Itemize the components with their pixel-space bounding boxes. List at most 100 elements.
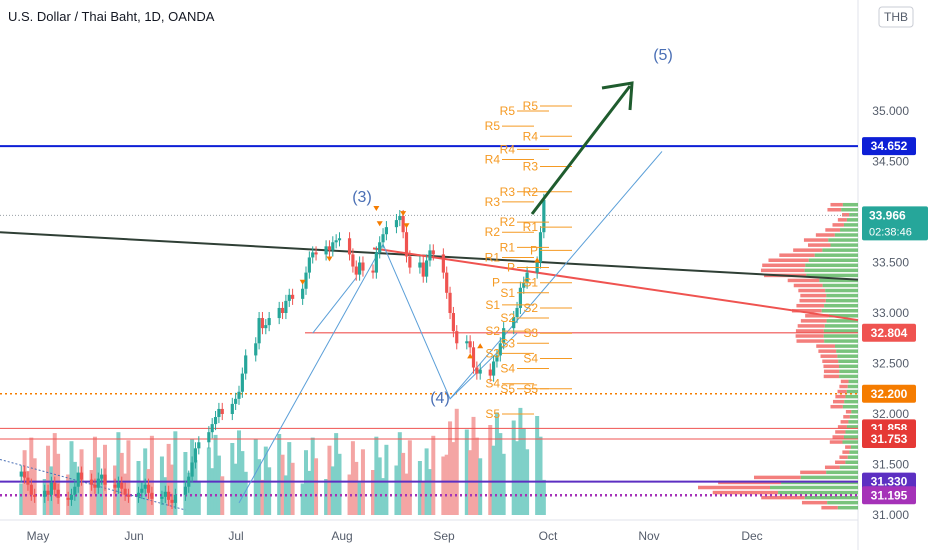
- volume-bar: [233, 463, 238, 515]
- candle-body: [280, 307, 285, 313]
- currency-tag: [878, 6, 914, 28]
- volume-profile-bar: [823, 374, 840, 379]
- volume-profile-bar: [796, 303, 825, 308]
- volume-profile-bar: [835, 430, 846, 434]
- volume-profile-bar: [837, 354, 858, 358]
- x-tick-label: Oct: [539, 529, 558, 543]
- candle-body: [260, 318, 265, 329]
- volume-profile-bar: [824, 465, 840, 470]
- pivot-label: R1: [523, 220, 539, 234]
- volume-profile-bar: [793, 248, 823, 252]
- pivot-label: R5: [500, 104, 516, 118]
- y-tick-label: 35.000: [872, 104, 909, 118]
- pivot-label: S1: [485, 298, 500, 312]
- volume-profile-bar: [826, 319, 858, 323]
- volume-bar: [384, 444, 389, 515]
- volume-profile-bar: [793, 283, 823, 288]
- volume-bar: [381, 478, 386, 515]
- volume-profile-bar: [845, 410, 852, 414]
- volume-bar: [240, 451, 245, 515]
- volume-profile-bar: [849, 213, 858, 217]
- candle-body: [19, 471, 23, 477]
- volume-bar: [354, 461, 359, 515]
- volume-profile-bar: [835, 460, 846, 464]
- candle-body: [234, 398, 238, 404]
- volume-profile-bar: [800, 319, 827, 323]
- candle-body: [301, 288, 305, 299]
- candle-body: [522, 282, 526, 288]
- volume-bar: [337, 453, 342, 515]
- candle-body: [146, 484, 151, 493]
- volume-bar: [371, 470, 375, 515]
- volume-profile-bar: [822, 248, 858, 252]
- volume-bar: [29, 437, 34, 515]
- volume-profile-bar: [762, 263, 806, 268]
- candle-body: [378, 242, 382, 253]
- volume-profile-bar: [778, 490, 858, 495]
- volume-profile-bar: [825, 228, 841, 232]
- pivot-label: S2: [500, 311, 515, 325]
- volume-profile-bar: [768, 258, 809, 262]
- volume-profile-bar: [839, 374, 858, 379]
- candle-body: [213, 417, 218, 425]
- wave-channel-line: [449, 332, 518, 400]
- candle-body: [451, 313, 455, 332]
- candle-body: [173, 494, 177, 503]
- volume-profile-bar: [843, 223, 858, 227]
- candle-body: [354, 266, 358, 275]
- volume-profile-bar: [845, 460, 858, 464]
- volume-profile-bar: [830, 243, 858, 247]
- candle-body: [314, 252, 318, 255]
- volume-profile-bar: [851, 410, 858, 414]
- volume-profile-bar: [712, 490, 779, 495]
- candle-body: [26, 477, 30, 485]
- candle-body: [498, 343, 502, 356]
- sell-marker: [400, 211, 407, 217]
- volume-profile-bar: [827, 500, 858, 505]
- sell-marker: [299, 279, 306, 285]
- price-badge-label: 34.652: [871, 139, 908, 153]
- candle-body: [244, 355, 248, 374]
- volume-bar: [444, 454, 449, 515]
- candle-body: [120, 482, 124, 489]
- volume-profile-bar: [791, 309, 822, 313]
- wave-label-5: (5): [653, 47, 673, 64]
- candle-body: [381, 234, 385, 243]
- volume-bar: [431, 435, 436, 515]
- price-badge-label: 31.753: [871, 432, 908, 446]
- volume-bar: [397, 432, 402, 515]
- pivot-label: S2: [485, 324, 500, 338]
- volume-profile-bar: [753, 475, 801, 480]
- volume-bar: [535, 416, 540, 515]
- candle-body: [53, 482, 57, 490]
- volume-profile-bar: [795, 329, 824, 333]
- volume-profile-bar: [829, 440, 843, 444]
- volume-bar: [159, 456, 164, 515]
- candle-body: [418, 262, 422, 268]
- x-tick-label: Aug: [331, 529, 352, 543]
- candle-body: [311, 252, 315, 258]
- volume-bar: [511, 420, 516, 515]
- volume-bar: [253, 438, 258, 515]
- volume-profile-bar: [847, 384, 858, 389]
- volume-bar: [357, 482, 362, 515]
- volume-bar: [25, 470, 30, 515]
- candle-body: [66, 497, 70, 500]
- price-badge: [862, 323, 916, 342]
- volume-bar: [69, 441, 74, 515]
- volume-profile-bar: [801, 500, 828, 505]
- candle-body: [384, 227, 388, 235]
- volume-profile-bar: [698, 485, 770, 490]
- price-badge-label: 32.804: [871, 326, 908, 340]
- candle-body: [291, 294, 295, 299]
- projection-arrow-head: [601, 81, 634, 111]
- pivot-label: R3: [523, 160, 539, 174]
- volume-bar: [454, 408, 459, 515]
- candle-body: [56, 489, 60, 498]
- price-badge-label: 31.330: [871, 475, 908, 489]
- x-tick-label: Dec: [741, 529, 762, 543]
- volume-profile: [698, 202, 858, 510]
- volume-profile-bar: [840, 228, 858, 232]
- volume-profile-bar: [834, 233, 858, 237]
